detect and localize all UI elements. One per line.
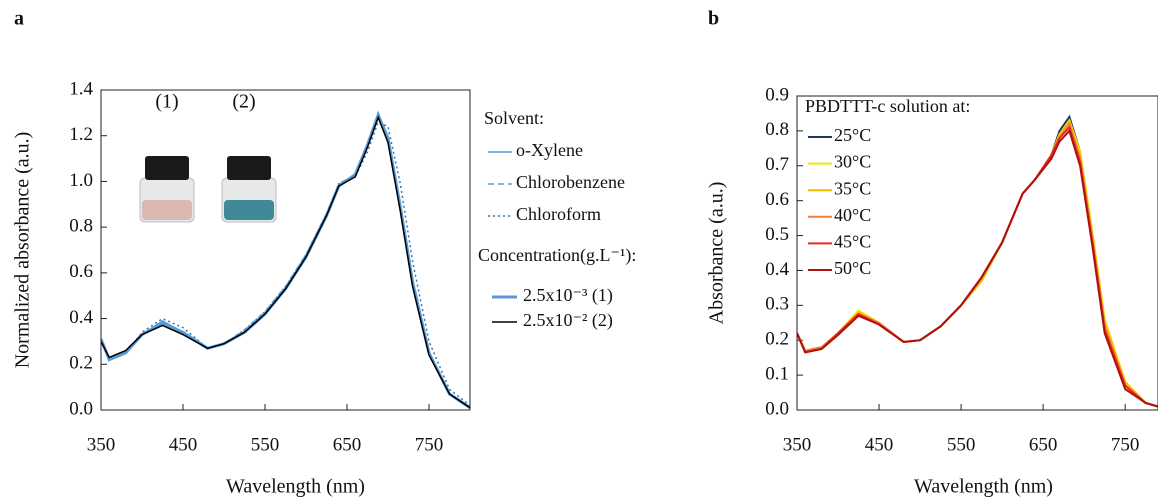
- y-tick-label: 0.4: [69, 307, 93, 328]
- x-tick-label: 550: [251, 434, 280, 455]
- legend-label: 35°C: [834, 178, 871, 198]
- data-line: [797, 128, 1158, 408]
- y-tick-label: 0.4: [765, 259, 789, 280]
- y-tick-label: 0.8: [765, 119, 789, 140]
- legend-label: 2.5x10⁻³ (1): [523, 285, 613, 306]
- x-tick-label: 650: [333, 434, 362, 455]
- y-tick-label: 1.4: [69, 78, 93, 99]
- legend-label: Chloroform: [516, 204, 601, 224]
- legend-title: Concentration(g.L⁻¹):: [478, 245, 636, 266]
- x-tick-label: 750: [1111, 434, 1140, 455]
- x-tick-label: 450: [169, 434, 198, 455]
- y-tick-label: 0.6: [765, 189, 789, 210]
- x-tick-label: 750: [415, 434, 444, 455]
- y-tick-label: 0.3: [765, 294, 789, 315]
- y-tick-label: 1.0: [69, 170, 93, 191]
- y-axis-label: Normalized absorbance (a.u.): [12, 132, 34, 369]
- legend-label: Chlorobenzene: [516, 172, 625, 192]
- legend-label: 25°C: [834, 125, 871, 145]
- x-tick-label: 350: [783, 434, 812, 455]
- data-line: [101, 115, 470, 409]
- y-tick-label: 0.8: [69, 216, 93, 237]
- legend-label: 2.5x10⁻² (2): [523, 310, 613, 331]
- x-tick-label: 650: [1029, 434, 1058, 455]
- x-tick-label: 350: [87, 434, 116, 455]
- panel-label: a: [14, 8, 24, 30]
- x-axis-label: Wavelength (nm): [914, 476, 1053, 498]
- y-tick-label: 0.5: [765, 224, 789, 245]
- x-axis-label: Wavelength (nm): [226, 476, 365, 498]
- y-tick-label: 0.2: [765, 329, 789, 350]
- y-tick-label: 0.1: [765, 363, 789, 384]
- legend-label: o-Xylene: [516, 140, 583, 160]
- y-tick-label: 1.2: [69, 124, 93, 145]
- annotation: (1): [155, 91, 178, 113]
- x-tick-label: 450: [865, 434, 894, 455]
- legend-label: 40°C: [834, 205, 871, 225]
- y-tick-label: 0.2: [69, 353, 93, 374]
- vial-2: [221, 156, 277, 223]
- plot-frame: [796, 95, 1158, 411]
- legend-label: 45°C: [834, 232, 871, 252]
- y-tick-label: 0.6: [69, 261, 93, 282]
- y-tick-label: 0.0: [69, 398, 93, 419]
- y-tick-label: 0.7: [765, 154, 789, 175]
- panel-label: b: [708, 8, 719, 30]
- y-axis-label: Absorbance (a.u.): [706, 182, 728, 325]
- x-tick-label: 550: [947, 434, 976, 455]
- y-tick-label: 0.9: [765, 84, 789, 105]
- y-tick-label: 0.0: [765, 398, 789, 419]
- legend-title: Solvent:: [484, 108, 544, 128]
- plot-frame: [100, 89, 471, 411]
- data-line: [101, 120, 470, 406]
- legend-label: 50°C: [834, 258, 871, 278]
- vial-1: [139, 156, 195, 223]
- legend-label: 30°C: [834, 152, 871, 172]
- legend-title: PBDTTT-c solution at:: [805, 96, 970, 116]
- annotation: (2): [232, 91, 255, 113]
